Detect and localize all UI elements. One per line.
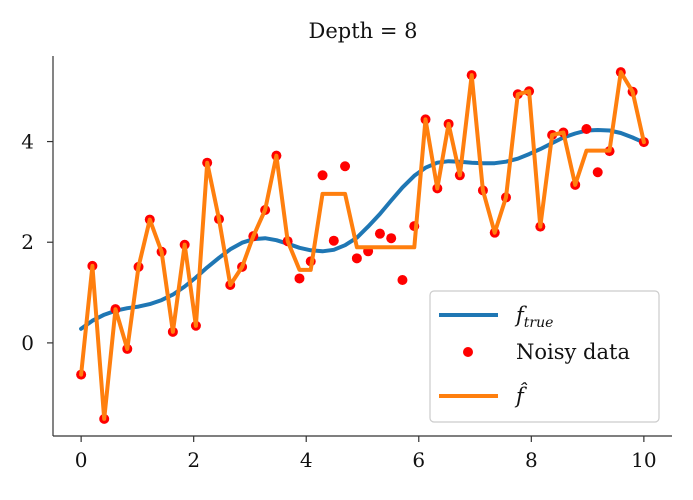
y-tick-label: 2 xyxy=(21,230,34,254)
x-tick-label: 8 xyxy=(525,448,538,472)
series-line-f-hat xyxy=(79,70,646,421)
data-point xyxy=(294,273,305,284)
x-tick-label: 0 xyxy=(75,448,88,472)
legend-label: Noisy data xyxy=(516,340,630,364)
legend-box xyxy=(429,290,660,423)
legend-label: ftrue xyxy=(514,303,553,331)
data-point xyxy=(397,274,408,285)
data-point xyxy=(374,228,385,239)
chart-title: Depth = 8 xyxy=(309,19,418,43)
legend-label-sub: true xyxy=(524,315,554,331)
x-tick-label: 2 xyxy=(187,448,200,472)
y-tick-label: 4 xyxy=(21,130,34,154)
data-point xyxy=(581,123,592,134)
data-point xyxy=(351,253,362,264)
data-point xyxy=(386,233,397,244)
x-tick-label: 4 xyxy=(300,448,313,472)
x-tick-label: 6 xyxy=(412,448,425,472)
data-point xyxy=(328,235,339,246)
data-point xyxy=(340,161,351,172)
x-tick-label: 10 xyxy=(631,448,656,472)
legend-label-main: Noisy data xyxy=(516,340,630,364)
plot-area xyxy=(76,67,649,424)
axes: 0 2 4 6 8 10 0 2 4 xyxy=(21,56,672,472)
legend-label-main: f xyxy=(514,303,527,327)
data-point xyxy=(592,167,603,178)
y-tick-label: 0 xyxy=(21,331,34,355)
legend-swatch-marker xyxy=(463,347,473,357)
data-point xyxy=(317,170,328,181)
